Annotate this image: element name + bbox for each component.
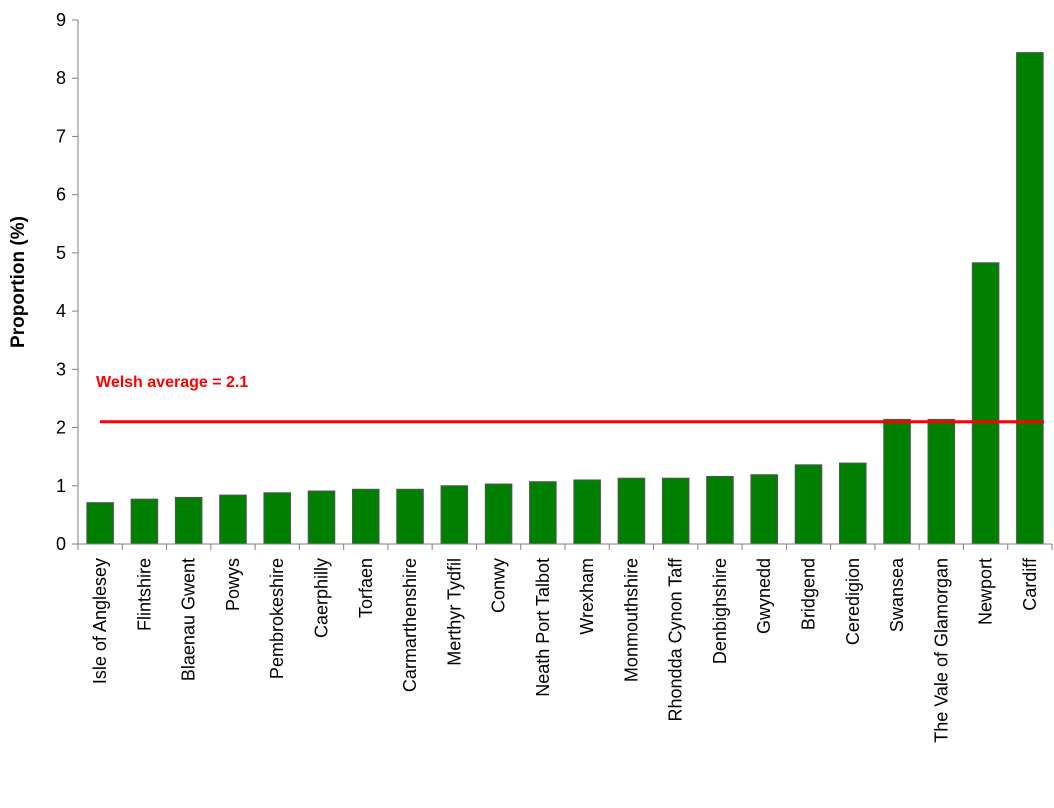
bar <box>971 262 1000 545</box>
x-tick-label: Bridgend <box>799 558 819 630</box>
bar <box>351 488 380 545</box>
x-axis: Isle of Anglesey Flintshire Blaenau Gwent P… <box>77 543 1053 743</box>
y-tick-label: 5 <box>56 243 66 263</box>
x-tick-label: Pembrokeshire <box>267 558 287 679</box>
bars-group <box>86 52 1044 545</box>
bar <box>883 418 911 545</box>
bar <box>529 481 557 545</box>
y-tick-label: 6 <box>56 185 66 205</box>
bar <box>130 498 159 545</box>
x-tick-label: Cardiff <box>1020 557 1040 611</box>
x-tick-label: Rhondda Cynon Taff <box>666 557 686 721</box>
bar <box>263 492 292 545</box>
bar <box>661 477 690 545</box>
bar <box>307 490 336 545</box>
bar <box>838 462 867 545</box>
x-tick-label: Wrexham <box>577 558 597 635</box>
y-tick-label: 9 <box>56 10 66 30</box>
y-tick-label: 3 <box>56 359 66 379</box>
y-tick-label: 1 <box>56 476 66 496</box>
bar <box>750 474 779 545</box>
x-tick-label: Carmarthenshire <box>400 558 420 692</box>
x-tick-label: Powys <box>223 558 243 611</box>
y-tick-label: 7 <box>56 126 66 146</box>
bar <box>706 475 734 545</box>
x-tick-label: Blaenau Gwent <box>179 558 199 681</box>
x-tick-label: Gwynedd <box>754 558 774 634</box>
x-tick-label: Conwy <box>489 558 509 613</box>
x-tick-label: Flintshire <box>134 558 154 631</box>
bar <box>617 477 646 545</box>
y-axis: 0 1 2 3 4 5 6 7 8 9 <box>56 10 79 554</box>
x-tick-label: Ceredigion <box>843 558 863 645</box>
bar <box>573 479 601 545</box>
x-tick-label: Swansea <box>887 557 907 632</box>
x-tick-label: Isle of Anglesey <box>90 558 110 684</box>
bar <box>174 496 203 545</box>
bar <box>484 483 513 545</box>
bar <box>794 464 823 545</box>
x-tick-label: Torfaen <box>356 558 376 618</box>
bar <box>219 494 247 545</box>
bar <box>927 418 956 545</box>
y-tick-label: 4 <box>56 301 66 321</box>
welsh-average-label: Welsh average = 2.1 <box>96 374 248 391</box>
x-tick-label: The Vale of Glamorgan <box>931 558 951 743</box>
x-tick-label: Merthyr Tydfil <box>444 558 464 666</box>
bar <box>396 488 424 545</box>
x-tick-label: Caerphilly <box>312 558 332 638</box>
x-tick-label: Neath Port Talbot <box>533 558 553 697</box>
bar <box>1016 52 1044 545</box>
x-tick-label: Denbighshire <box>710 558 730 664</box>
y-tick-label: 8 <box>56 68 66 88</box>
y-axis-label: Proportion (%) <box>8 216 29 348</box>
x-tick-label: Newport <box>976 558 996 625</box>
y-tick-label: 0 <box>56 534 66 554</box>
y-tick-label: 2 <box>56 418 66 438</box>
x-tick-label: Monmouthshire <box>621 558 641 682</box>
bar <box>86 502 114 545</box>
bar <box>440 485 469 545</box>
